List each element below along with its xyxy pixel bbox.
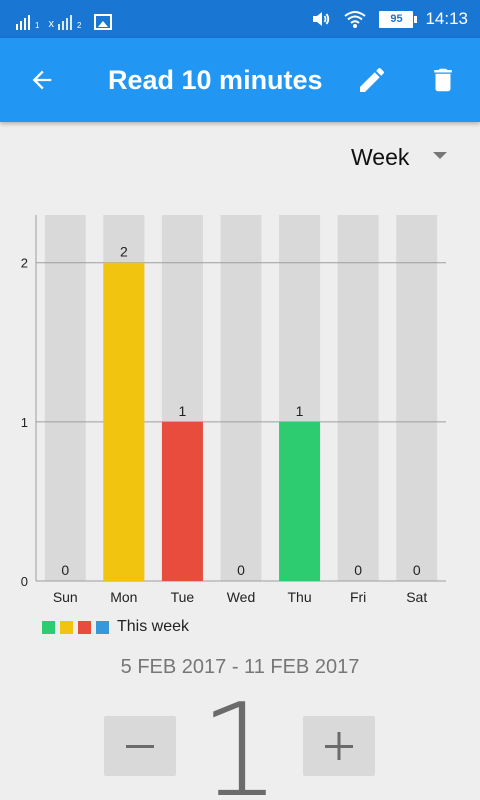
x-tick-label: Wed	[227, 589, 256, 605]
bar-value-label: 0	[61, 562, 69, 578]
bar-background	[220, 215, 262, 581]
x-tick-label: Tue	[171, 589, 195, 605]
volume-icon	[313, 12, 330, 26]
sim1-label: 1	[35, 21, 40, 30]
legend-swatch	[78, 620, 91, 634]
bar-background	[337, 215, 379, 581]
status-bar: 1 x 2 95 14:13	[0, 0, 480, 38]
weekly-bar-chart: 0 1 2 0 Sun 2 Mon 1 Tue 0 Wed 1 Thu 0 Fri 0 Sat	[0, 195, 480, 615]
bar	[279, 421, 321, 581]
x-tick-label: Fri	[350, 589, 366, 605]
clock: 14:13	[425, 9, 468, 28]
image-notification-icon	[94, 14, 113, 30]
legend-swatch	[42, 620, 55, 634]
chart-legend: This week	[42, 617, 189, 637]
x-tick-label: Sat	[406, 589, 427, 605]
chart-svg: 0 1 2 0 Sun 2 Mon 1 Tue 0 Wed 1 Thu 0 Fri 0 Sat	[21, 215, 446, 605]
legend-swatch	[60, 620, 73, 634]
x-tick-label: Thu	[288, 589, 312, 605]
y-tick-label: 1	[21, 415, 28, 430]
bar	[103, 262, 145, 581]
x-tick-label: Sun	[53, 589, 78, 605]
bar-value-label: 0	[354, 562, 362, 578]
no-signal-mark: x	[48, 18, 54, 30]
bar-value-label: 1	[296, 403, 304, 419]
app-bar: Read 10 minutes	[0, 38, 480, 122]
increment-button[interactable]	[303, 716, 375, 776]
bar	[161, 421, 203, 581]
edit-button[interactable]	[350, 58, 394, 102]
bar-background	[44, 215, 86, 581]
bar-value-label: 1	[179, 403, 187, 419]
wifi-icon	[344, 11, 367, 28]
signal-icon-sim2	[57, 14, 72, 30]
bar-value-label: 0	[413, 562, 421, 578]
bar-value-label: 0	[237, 562, 245, 578]
bar-background	[396, 215, 438, 581]
plus-icon	[325, 732, 353, 760]
date-range: 5 FEB 2017 - 11 FEB 2017	[120, 656, 360, 678]
period-dropdown[interactable]: Week	[340, 136, 464, 178]
y-tick-label: 0	[21, 574, 28, 589]
bar-value-label: 2	[120, 244, 128, 260]
count-value: 1	[199, 677, 281, 800]
back-button[interactable]	[20, 58, 64, 102]
signal-icon	[16, 14, 30, 30]
arrow-back-icon	[32, 70, 52, 90]
x-tick-label: Mon	[110, 589, 137, 605]
status-right: 95 14:13	[311, 7, 468, 31]
battery-icon: 95	[379, 10, 418, 28]
delete-button[interactable]	[421, 58, 465, 102]
y-tick-label: 2	[21, 256, 28, 271]
pencil-icon	[360, 67, 384, 92]
legend-swatch	[96, 620, 109, 634]
sim2-label: 2	[76, 21, 82, 30]
legend-label: This week	[117, 618, 190, 635]
page-title: Read 10 minutes	[108, 65, 323, 95]
decrement-button[interactable]	[104, 716, 176, 776]
status-left: 1 x 2	[16, 8, 113, 30]
trash-icon	[434, 68, 452, 92]
minus-icon	[126, 745, 154, 748]
period-value: Week	[351, 143, 410, 170]
dropdown-arrow-icon	[433, 152, 447, 159]
